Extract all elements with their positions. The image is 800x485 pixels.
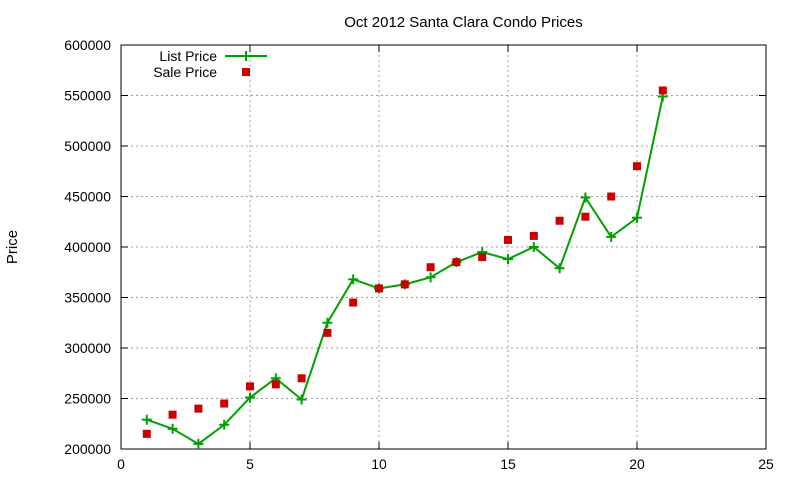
data-point — [504, 235, 512, 244]
data-point — [633, 162, 641, 171]
data-point — [323, 328, 332, 337]
y-tick-label: 250000 — [64, 391, 111, 407]
y-axis-label: Price — [4, 230, 21, 264]
data-point — [478, 253, 487, 262]
data-point — [168, 410, 177, 419]
series-list-price — [141, 91, 668, 449]
data-point — [245, 392, 255, 403]
chart-title: Oct 2012 Santa Clara Condo Prices — [344, 14, 582, 31]
y-tick-label: 450000 — [64, 189, 111, 205]
x-tick-label: 0 — [117, 456, 125, 472]
series-line — [146, 96, 664, 445]
data-point — [528, 242, 539, 252]
x-tick-label: 20 — [629, 456, 645, 472]
x-tick-label: 25 — [758, 456, 774, 472]
data-point — [297, 374, 306, 383]
data-point — [400, 280, 409, 289]
legend-label: Sale Price — [153, 64, 217, 80]
data-point — [555, 216, 564, 225]
grid-layer — [121, 45, 766, 449]
y-tick-label: 600000 — [64, 37, 111, 53]
x-tick-label: 5 — [246, 456, 254, 472]
data-point — [142, 429, 151, 438]
data-point — [296, 394, 307, 405]
series-sale-price — [142, 86, 667, 438]
x-tick-label: 10 — [371, 456, 387, 472]
data-point — [219, 419, 230, 430]
data-point — [220, 399, 229, 408]
data-point — [606, 231, 617, 242]
data-point — [554, 263, 565, 274]
data-point — [194, 404, 203, 413]
data-point — [141, 414, 152, 425]
y-tick-label: 350000 — [64, 290, 111, 306]
data-point — [348, 274, 359, 285]
legend-marker — [242, 68, 250, 76]
data-point — [632, 212, 642, 223]
data-point — [529, 231, 538, 240]
data-point — [349, 298, 358, 307]
y-tick-label: 200000 — [64, 441, 111, 457]
tick-layer: 0 5 10 15 20 25 200000 250000 300000 350000 400000… — [64, 37, 774, 472]
data-point — [425, 272, 436, 283]
data-point — [375, 284, 383, 293]
data-point — [452, 258, 461, 267]
y-tick-label: 300000 — [64, 340, 111, 356]
legend-label: List Price — [159, 48, 217, 64]
data-point — [426, 263, 435, 272]
y-tick-label: 400000 — [64, 239, 111, 255]
data-point — [580, 192, 591, 203]
data-point — [193, 438, 204, 449]
data-point — [167, 423, 178, 434]
series-layer — [141, 86, 668, 449]
data-point — [503, 254, 513, 265]
data-point — [607, 192, 616, 201]
x-tick-label: 15 — [500, 456, 516, 472]
legend-marker — [241, 51, 251, 61]
data-point — [581, 212, 590, 221]
y-tick-label: 500000 — [64, 138, 111, 154]
data-point — [658, 86, 667, 95]
data-point — [322, 317, 333, 328]
data-point — [246, 382, 254, 391]
y-tick-label: 550000 — [64, 88, 111, 104]
data-point — [271, 380, 280, 389]
